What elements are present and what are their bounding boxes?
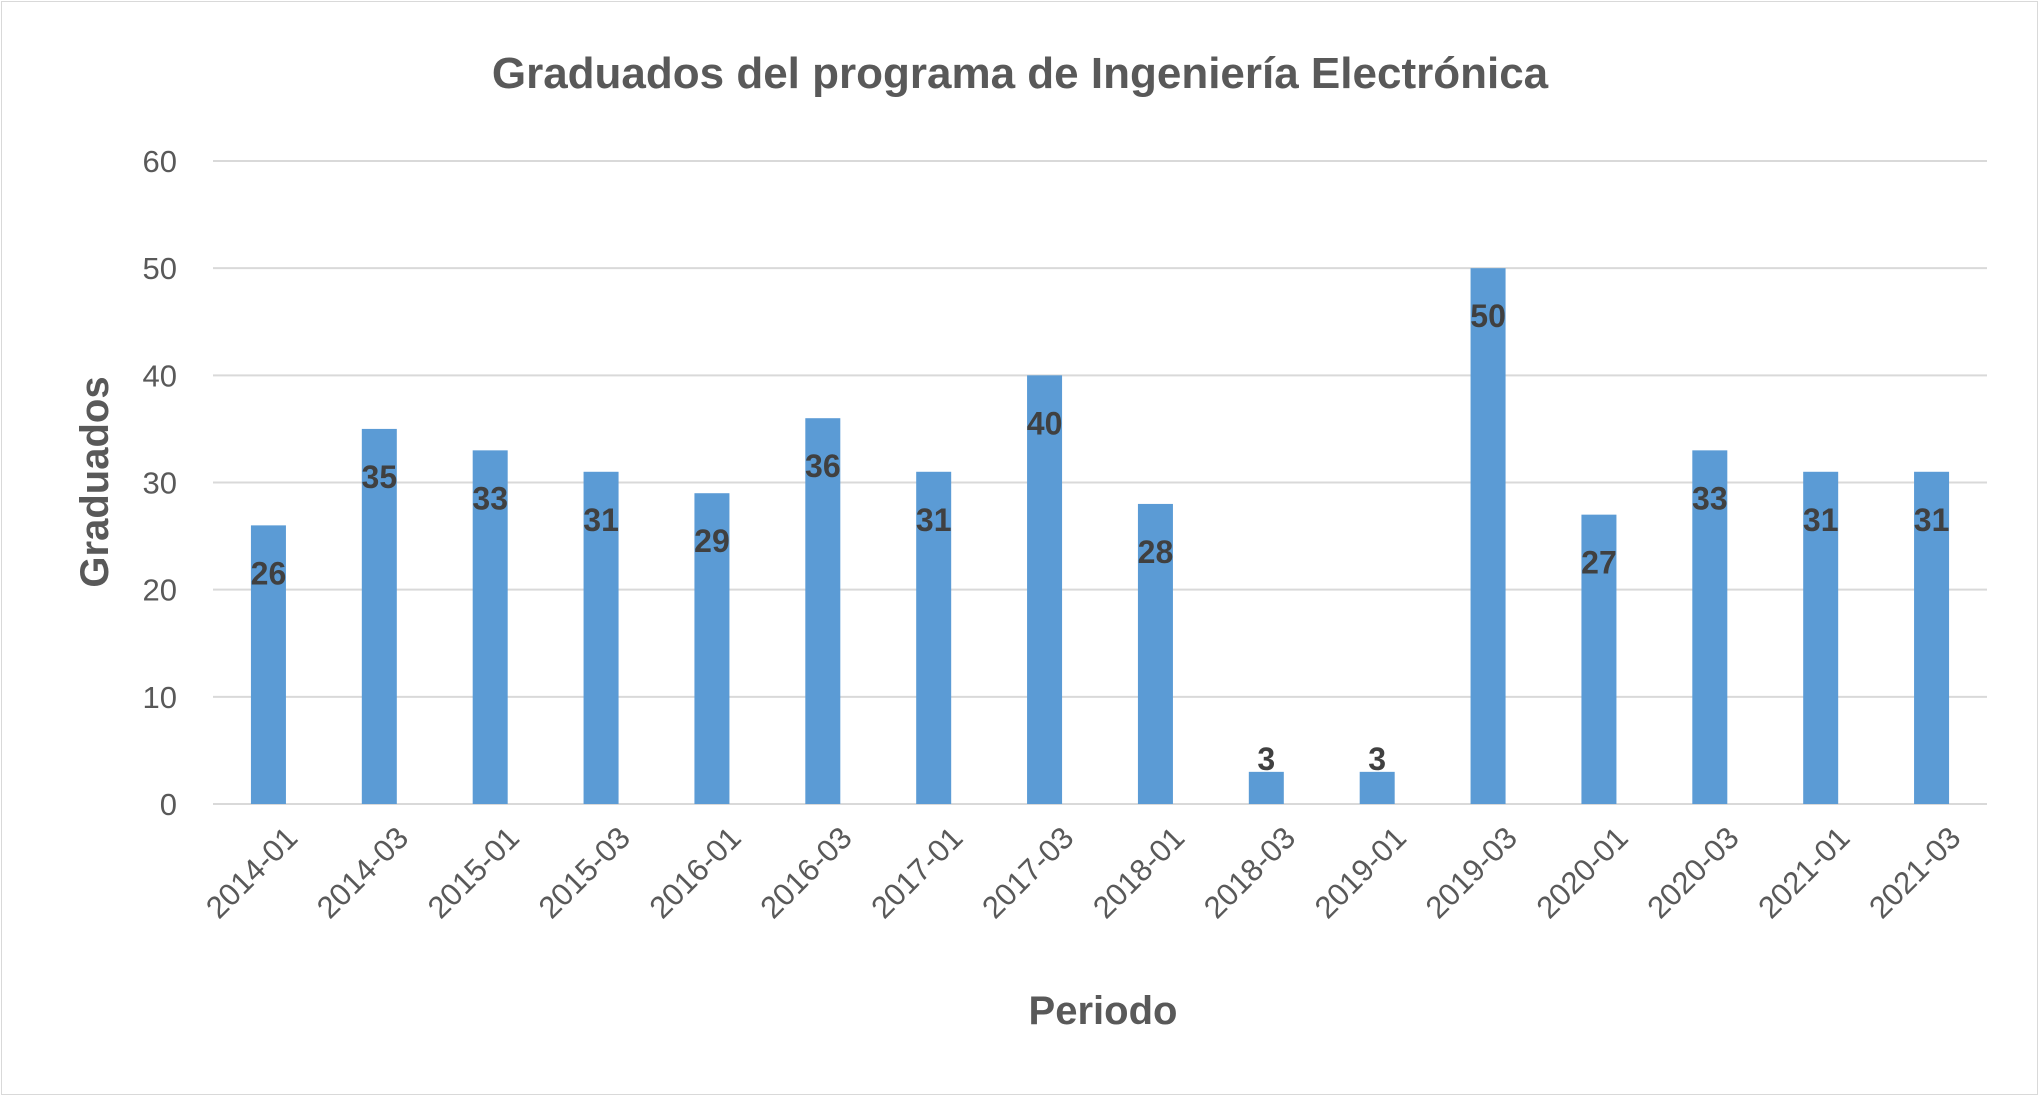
bar bbox=[1470, 268, 1506, 805]
x-tick-label: 2014-03 bbox=[310, 820, 415, 925]
data-label: 35 bbox=[362, 459, 398, 495]
data-label: 26 bbox=[251, 555, 287, 591]
bar bbox=[1027, 375, 1063, 804]
bar bbox=[916, 471, 952, 804]
bars bbox=[250, 268, 1950, 805]
bar bbox=[472, 450, 508, 804]
data-label: 33 bbox=[1692, 480, 1728, 516]
y-tick-label: 20 bbox=[143, 573, 177, 608]
chart-title: Graduados del programa de Ingeniería Ele… bbox=[492, 49, 1549, 98]
x-tick-label: 2021-01 bbox=[1751, 820, 1856, 925]
x-tick-label: 2019-01 bbox=[1308, 820, 1413, 925]
x-tick-label: 2021-03 bbox=[1862, 820, 1967, 925]
x-tick-label: 2017-01 bbox=[864, 820, 969, 925]
bar bbox=[583, 471, 619, 804]
data-label: 31 bbox=[1914, 502, 1950, 538]
x-tick-label: 2014-01 bbox=[199, 820, 304, 925]
y-tick-label: 10 bbox=[143, 680, 177, 715]
bar bbox=[1581, 514, 1617, 804]
data-label: 31 bbox=[583, 502, 619, 538]
bar bbox=[1692, 450, 1728, 804]
bar bbox=[1359, 771, 1395, 804]
data-label: 29 bbox=[694, 523, 730, 559]
x-axis-ticks: 2014-01 2014-03 2015-01 2015-03 2016-01 2016-… bbox=[199, 820, 1967, 925]
bar bbox=[805, 418, 841, 804]
bar bbox=[1137, 503, 1173, 804]
bar bbox=[250, 525, 286, 804]
bar bbox=[1803, 471, 1839, 804]
gridlines bbox=[213, 160, 1987, 805]
y-axis-ticks: 0 10 20 30 40 50 60 bbox=[143, 144, 177, 822]
data-label: 3 bbox=[1257, 741, 1275, 777]
data-label: 50 bbox=[1470, 298, 1506, 334]
data-label: 27 bbox=[1581, 545, 1617, 581]
x-tick-label: 2020-03 bbox=[1640, 820, 1745, 925]
y-tick-label: 50 bbox=[143, 251, 177, 286]
data-label: 28 bbox=[1138, 534, 1174, 570]
bar bbox=[694, 493, 730, 804]
x-axis-title: Periodo bbox=[1029, 989, 1178, 1033]
x-tick-label: 2016-01 bbox=[643, 820, 748, 925]
y-axis-title: Graduados bbox=[73, 376, 117, 587]
data-label: 40 bbox=[1027, 405, 1063, 441]
data-label: 31 bbox=[916, 502, 952, 538]
data-label: 36 bbox=[805, 448, 841, 484]
x-tick-label: 2015-01 bbox=[421, 820, 526, 925]
y-tick-label: 40 bbox=[143, 358, 177, 393]
data-label: 31 bbox=[1803, 502, 1839, 538]
bar bbox=[1248, 771, 1284, 804]
y-tick-label: 0 bbox=[160, 787, 177, 822]
y-tick-label: 30 bbox=[143, 466, 177, 501]
x-tick-label: 2016-03 bbox=[753, 820, 858, 925]
x-tick-label: 2019-03 bbox=[1419, 820, 1524, 925]
x-tick-label: 2017-03 bbox=[975, 820, 1080, 925]
x-tick-label: 2015-03 bbox=[532, 820, 637, 925]
data-label: 33 bbox=[472, 480, 508, 516]
data-label: 3 bbox=[1368, 741, 1386, 777]
bar bbox=[1914, 471, 1950, 804]
x-tick-label: 2018-01 bbox=[1086, 820, 1191, 925]
x-tick-label: 2020-01 bbox=[1530, 820, 1635, 925]
bar bbox=[361, 428, 397, 804]
y-tick-label: 60 bbox=[143, 144, 177, 179]
x-tick-label: 2018-03 bbox=[1197, 820, 1302, 925]
